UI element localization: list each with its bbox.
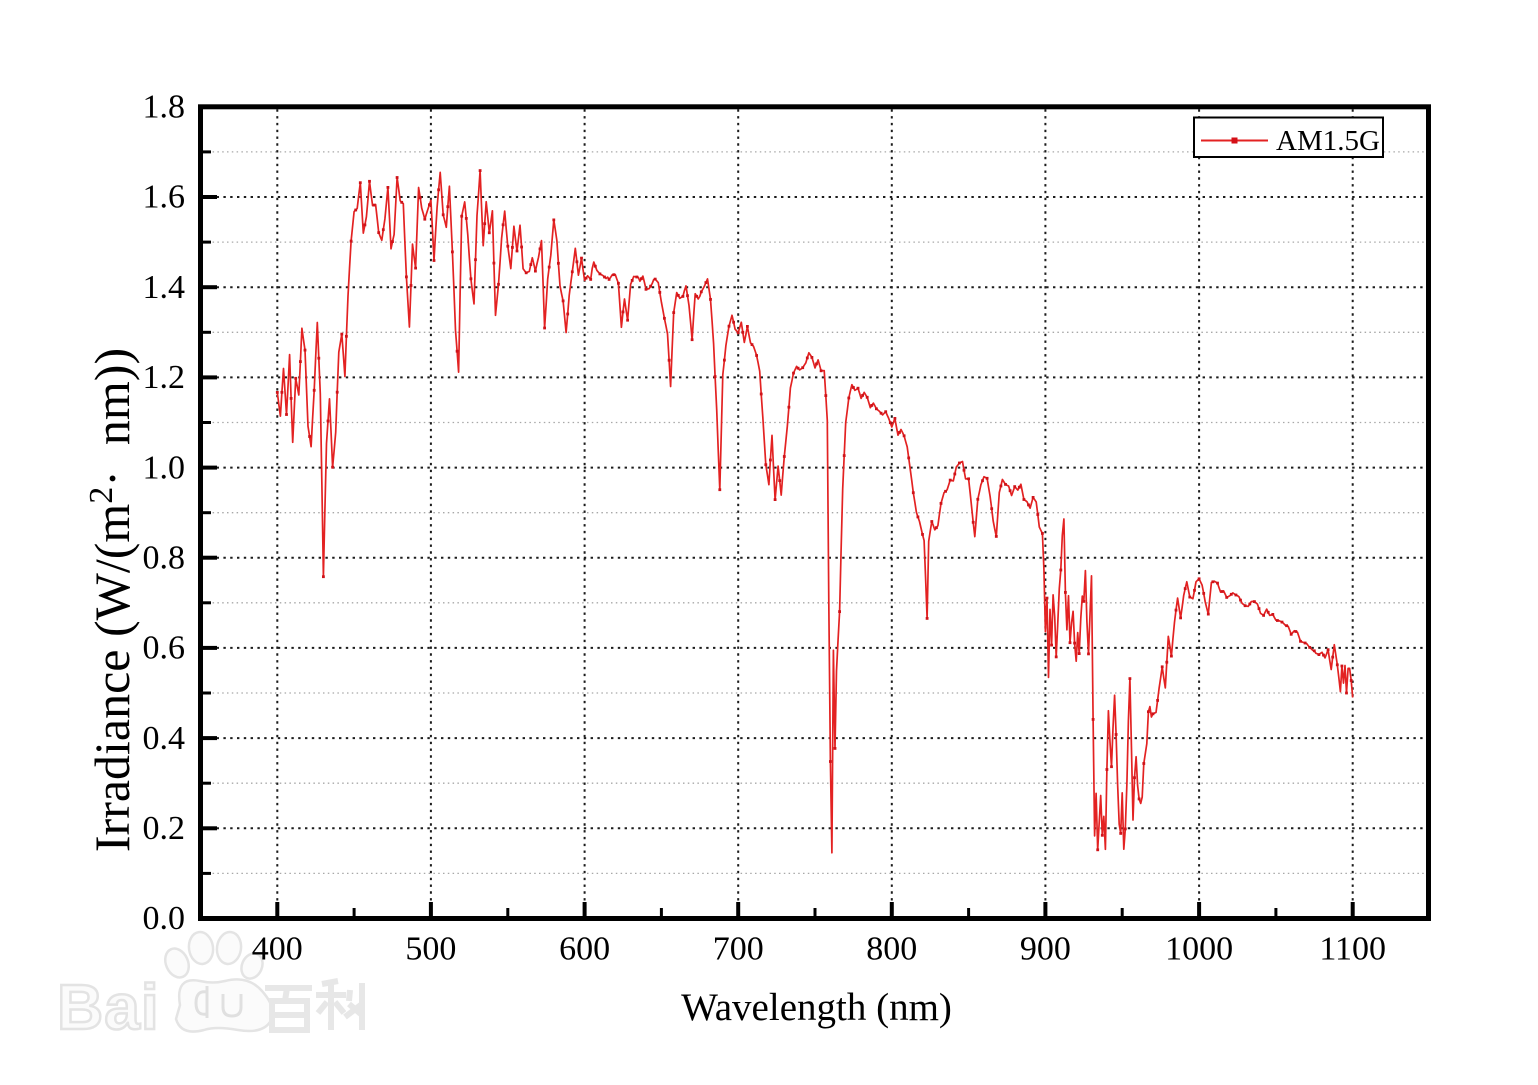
svg-text:1.6: 1.6 bbox=[143, 179, 186, 216]
svg-text:0.8: 0.8 bbox=[143, 539, 186, 576]
svg-text:600: 600 bbox=[559, 931, 610, 968]
svg-text:Irradiance (W/(m2· nm)): Irradiance (W/(m2· nm)) bbox=[83, 348, 140, 852]
svg-text:1.4: 1.4 bbox=[143, 269, 186, 306]
svg-text:1.2: 1.2 bbox=[143, 359, 186, 396]
svg-text:700: 700 bbox=[713, 931, 764, 968]
svg-text:1.8: 1.8 bbox=[143, 89, 186, 126]
svg-text:500: 500 bbox=[405, 931, 456, 968]
svg-text:0.2: 0.2 bbox=[143, 810, 186, 847]
svg-text:900: 900 bbox=[1020, 931, 1071, 968]
svg-text:Wavelength (nm): Wavelength (nm) bbox=[681, 986, 952, 1029]
svg-text:400: 400 bbox=[252, 931, 303, 968]
svg-text:0.6: 0.6 bbox=[143, 630, 186, 667]
svg-text:1000: 1000 bbox=[1165, 931, 1233, 968]
svg-text:Bai: Bai bbox=[57, 971, 160, 1043]
svg-text:1100: 1100 bbox=[1319, 931, 1386, 968]
svg-text:0.4: 0.4 bbox=[143, 720, 186, 757]
svg-text:AM1.5G: AM1.5G bbox=[1276, 125, 1380, 157]
svg-text:1.0: 1.0 bbox=[143, 449, 186, 486]
svg-text:800: 800 bbox=[866, 931, 917, 968]
svg-text:0.0: 0.0 bbox=[143, 900, 186, 937]
